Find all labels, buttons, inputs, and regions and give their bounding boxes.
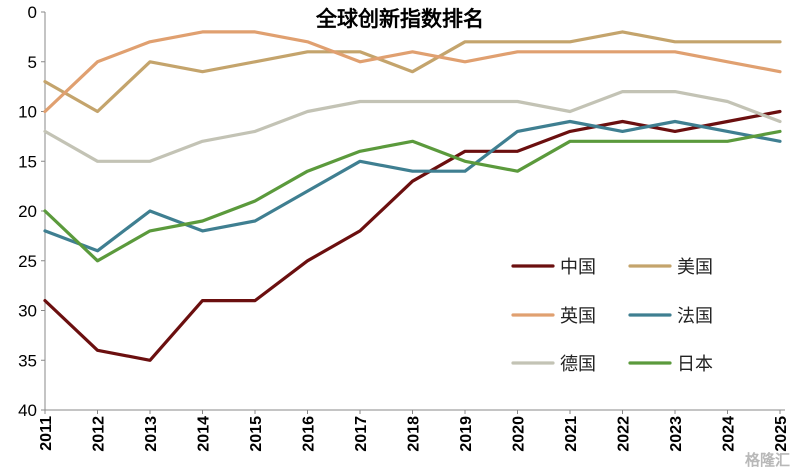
x-tick-label: 2011 <box>38 416 55 451</box>
x-tick-label: 2024 <box>721 416 738 452</box>
y-tick-label: 25 <box>18 252 37 271</box>
x-tick-label: 2025 <box>773 416 790 452</box>
y-tick-label: 35 <box>18 351 37 370</box>
series-line-3 <box>43 119 782 253</box>
watermark: 格隆汇 <box>745 451 790 469</box>
x-tick-label: 2014 <box>196 416 213 452</box>
series-line-4 <box>43 89 782 163</box>
legend-label-3: 法国 <box>677 306 713 326</box>
y-tick-label: 15 <box>18 152 37 171</box>
legend-label-2: 英国 <box>560 306 596 326</box>
x-tick-label: 2016 <box>301 416 318 452</box>
y-tick-label: 10 <box>18 103 37 122</box>
y-tick-label: 40 <box>18 401 37 420</box>
series-line-5 <box>43 129 782 263</box>
x-tick-label: 2018 <box>406 416 423 452</box>
x-tick-label: 2012 <box>91 416 108 452</box>
y-tick-label: 30 <box>18 302 37 321</box>
x-tick-label: 2013 <box>143 416 160 452</box>
x-tick-label: 2021 <box>563 416 580 452</box>
x-tick-label: 2020 <box>511 416 528 452</box>
legend-label-1: 美国 <box>677 257 713 277</box>
chart-title: 全球创新指数排名 <box>315 7 484 31</box>
x-tick-label: 2015 <box>248 416 265 452</box>
x-tick-label: 2019 <box>458 416 475 452</box>
series-line-2 <box>43 30 782 114</box>
series-line-0 <box>43 109 782 362</box>
legend-label-4: 德国 <box>560 354 596 374</box>
y-tick-label: 5 <box>28 53 37 72</box>
legend-label-5: 日本 <box>677 354 713 374</box>
x-tick-label: 2017 <box>353 416 370 452</box>
legend-label-0: 中国 <box>560 257 596 277</box>
y-tick-label: 20 <box>18 202 37 221</box>
y-tick-label: 0 <box>28 3 37 22</box>
x-tick-label: 2022 <box>616 416 633 452</box>
series-line-1 <box>43 30 782 114</box>
x-tick-label: 2023 <box>668 416 685 452</box>
